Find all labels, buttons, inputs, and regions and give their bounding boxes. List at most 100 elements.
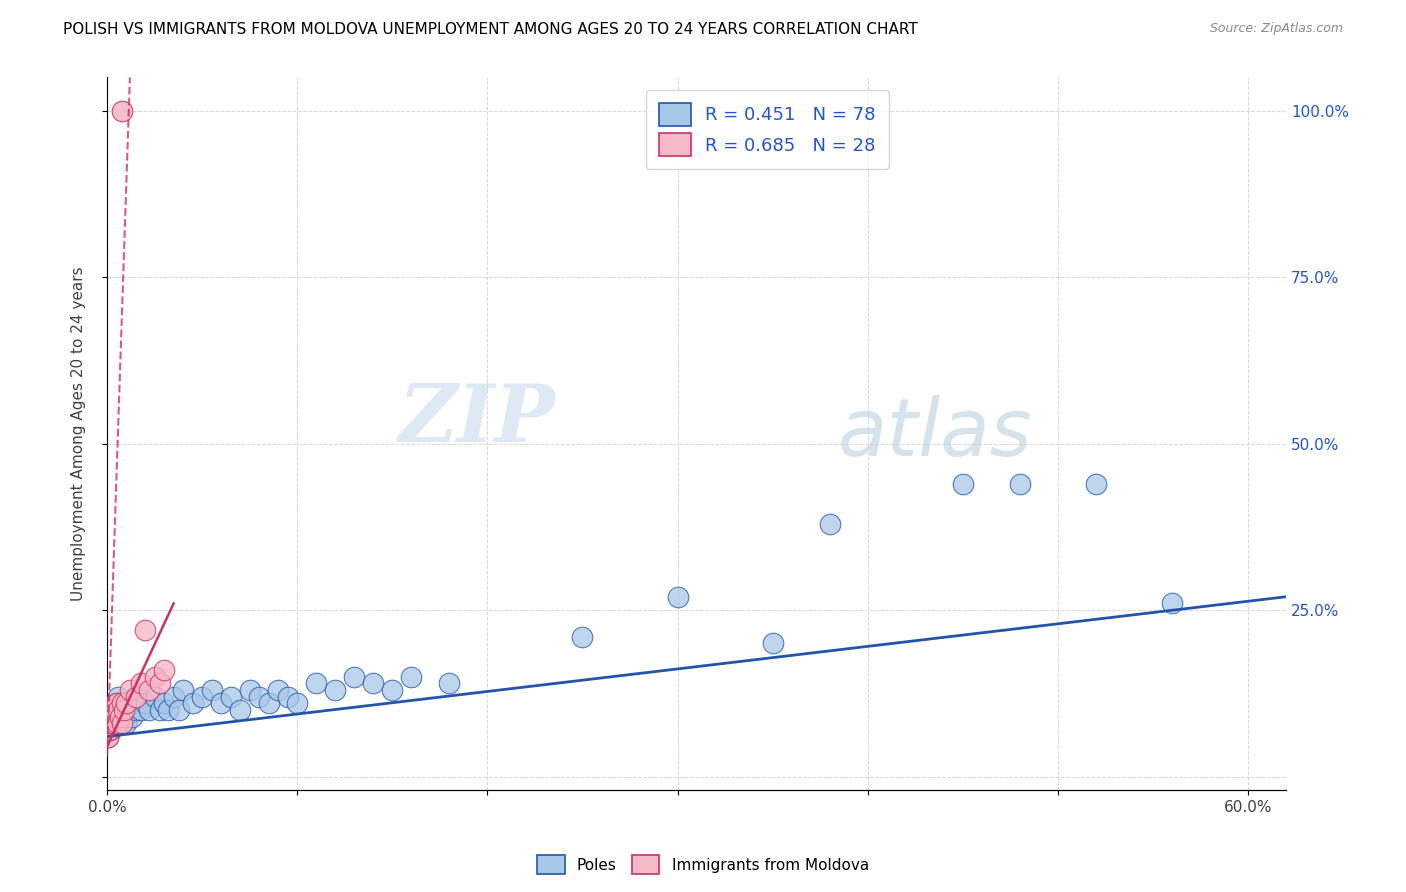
- Point: [239, 683, 262, 698]
- Point: [115, 696, 138, 710]
- Point: [101, 716, 124, 731]
- Point: [98, 703, 121, 717]
- Point: [101, 716, 124, 731]
- Point: [110, 709, 132, 723]
- Point: [134, 696, 156, 710]
- Point: [229, 703, 252, 717]
- Point: [191, 690, 214, 704]
- Text: ZIP: ZIP: [398, 381, 555, 458]
- Point: [439, 676, 461, 690]
- Point: [156, 703, 179, 717]
- Point: [124, 703, 146, 717]
- Point: [100, 709, 122, 723]
- Point: [1160, 596, 1182, 610]
- Point: [107, 690, 129, 704]
- Point: [277, 690, 299, 704]
- Point: [107, 709, 129, 723]
- Point: [107, 703, 129, 717]
- Point: [257, 696, 280, 710]
- Point: [169, 703, 191, 717]
- Point: [571, 630, 593, 644]
- Point: [153, 663, 176, 677]
- Point: [104, 709, 127, 723]
- Point: [105, 696, 128, 710]
- Point: [124, 690, 146, 704]
- Point: [98, 703, 121, 717]
- Point: [100, 703, 122, 717]
- Point: [1008, 476, 1031, 491]
- Text: Source: ZipAtlas.com: Source: ZipAtlas.com: [1209, 22, 1343, 36]
- Point: [98, 709, 121, 723]
- Point: [138, 683, 160, 698]
- Point: [97, 730, 120, 744]
- Point: [129, 703, 152, 717]
- Point: [149, 703, 172, 717]
- Point: [105, 716, 128, 731]
- Point: [323, 683, 346, 698]
- Point: [118, 683, 141, 698]
- Point: [209, 696, 232, 710]
- Point: [100, 716, 122, 731]
- Point: [143, 690, 166, 704]
- Point: [115, 716, 138, 731]
- Point: [98, 709, 121, 723]
- Point: [267, 683, 290, 698]
- Point: [100, 723, 122, 737]
- Point: [1084, 476, 1107, 491]
- Point: [110, 709, 132, 723]
- Text: POLISH VS IMMIGRANTS FROM MOLDOVA UNEMPLOYMENT AMONG AGES 20 TO 24 YEARS CORRELA: POLISH VS IMMIGRANTS FROM MOLDOVA UNEMPL…: [63, 22, 918, 37]
- Point: [103, 703, 125, 717]
- Point: [143, 670, 166, 684]
- Point: [381, 683, 404, 698]
- Point: [121, 709, 143, 723]
- Point: [97, 723, 120, 737]
- Point: [285, 696, 308, 710]
- Point: [100, 703, 122, 717]
- Point: [98, 716, 121, 731]
- Point: [98, 703, 121, 717]
- Point: [104, 703, 127, 717]
- Point: [666, 590, 689, 604]
- Point: [98, 723, 121, 737]
- Point: [97, 723, 120, 737]
- Point: [101, 703, 124, 717]
- Point: [172, 683, 194, 698]
- Point: [118, 703, 141, 717]
- Point: [149, 676, 172, 690]
- Point: [104, 716, 127, 731]
- Point: [98, 716, 121, 731]
- Point: [104, 696, 127, 710]
- Point: [111, 716, 134, 731]
- Point: [98, 709, 121, 723]
- Text: atlas: atlas: [838, 394, 1033, 473]
- Point: [107, 703, 129, 717]
- Point: [112, 703, 135, 717]
- Point: [111, 696, 134, 710]
- Point: [134, 623, 156, 637]
- Point: [818, 516, 841, 531]
- Point: [761, 636, 783, 650]
- Point: [111, 103, 134, 118]
- Point: [115, 696, 138, 710]
- Point: [952, 476, 974, 491]
- Point: [104, 709, 127, 723]
- Legend: R = 0.451   N = 78, R = 0.685   N = 28: R = 0.451 N = 78, R = 0.685 N = 28: [645, 90, 889, 169]
- Y-axis label: Unemployment Among Ages 20 to 24 years: Unemployment Among Ages 20 to 24 years: [72, 267, 86, 601]
- Point: [127, 690, 149, 704]
- Point: [97, 730, 120, 744]
- Point: [162, 690, 184, 704]
- Point: [101, 709, 124, 723]
- Point: [138, 703, 160, 717]
- Point: [219, 690, 242, 704]
- Point: [247, 690, 270, 704]
- Point: [401, 670, 423, 684]
- Point: [129, 676, 152, 690]
- Point: [112, 709, 135, 723]
- Point: [343, 670, 366, 684]
- Point: [101, 709, 124, 723]
- Point: [201, 683, 224, 698]
- Point: [105, 716, 128, 731]
- Legend: Poles, Immigrants from Moldova: Poles, Immigrants from Moldova: [531, 849, 875, 880]
- Point: [98, 716, 121, 731]
- Point: [100, 709, 122, 723]
